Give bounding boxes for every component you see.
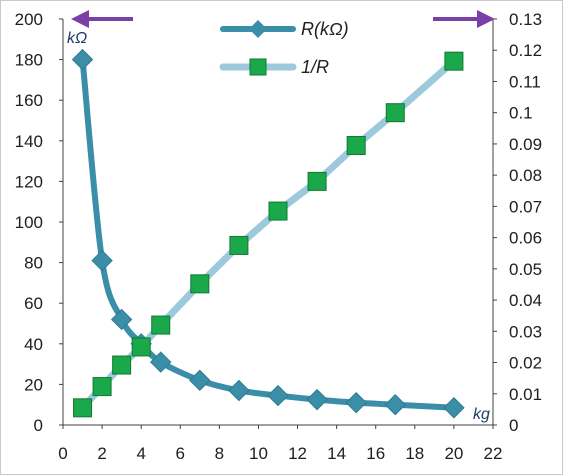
series-markers: [71, 48, 465, 419]
data-point-inverse-r: [268, 201, 288, 221]
axis-arrows: [71, 10, 495, 28]
x-axis-tick-label: 2: [97, 444, 106, 463]
right-axis-tick-label: 0.05: [509, 260, 542, 279]
right-axis-tick-label: 0.13: [509, 10, 542, 29]
left-axis-tick-label: 80: [24, 254, 43, 273]
data-point-r: [228, 379, 250, 402]
left-axis-tick-label: 40: [24, 335, 43, 354]
x-axis-unit-label: kg: [473, 406, 490, 423]
x-axis-tick-label: 16: [366, 444, 385, 463]
data-point-inverse-r: [229, 235, 249, 255]
data-point-r: [71, 48, 94, 71]
left-axis-tick-label: 180: [15, 51, 43, 70]
data-point-inverse-r: [190, 274, 210, 294]
x-axis-tick-label: 8: [215, 444, 224, 463]
left-axis-tick-label: 0: [34, 416, 43, 435]
right-axis-tick-label: 0.02: [509, 354, 542, 373]
legend-swatch-marker-r: [249, 20, 267, 38]
right-axis-tick-label: 0.03: [509, 322, 542, 341]
left-axis-tick-label: 160: [15, 91, 43, 110]
data-point-inverse-r: [92, 377, 112, 397]
data-point-inverse-r: [385, 103, 405, 123]
legend-swatch-marker-inverse-r: [249, 58, 267, 76]
legend-label-inverse-r: 1/R: [301, 57, 329, 77]
left-axis-arrow-head: [71, 10, 89, 28]
data-point-inverse-r: [112, 355, 132, 375]
right-axis-tick-label: 0.01: [509, 385, 542, 404]
data-point-inverse-r: [131, 337, 151, 357]
data-point-r: [306, 388, 328, 411]
data-point-r: [150, 351, 172, 373]
x-axis-tick-label: 12: [288, 444, 307, 463]
left-axis-unit-label: kΩ: [67, 30, 87, 47]
right-axis-arrow-head: [477, 10, 495, 28]
axes: [59, 18, 497, 429]
legend: R(kΩ) 1/R: [219, 19, 349, 77]
x-axis-tick-label: 10: [249, 444, 268, 463]
data-point-inverse-r: [73, 398, 93, 418]
x-axis-tick-label: 0: [58, 444, 67, 463]
data-point-r: [189, 369, 211, 392]
data-point-r: [267, 384, 289, 407]
left-axis-tick-label: 100: [15, 213, 43, 232]
legend-label-r: R(kΩ): [301, 19, 349, 39]
right-axis-tick-label: 0: [509, 416, 518, 435]
data-point-r: [110, 308, 133, 331]
right-axis-tick-label: 0.08: [509, 166, 542, 185]
right-axis-tick-label: 0.04: [509, 291, 542, 310]
x-axis-tick-label: 4: [136, 444, 145, 463]
data-point-inverse-r: [444, 51, 464, 71]
x-axis-tick-label: 20: [444, 444, 463, 463]
right-axis-tick-label: 0.12: [509, 41, 542, 60]
data-point-r: [443, 397, 465, 419]
right-axis-tick-label: 0.06: [509, 229, 542, 248]
right-axis-tick-label: 0.1: [509, 104, 533, 123]
data-point-inverse-r: [151, 315, 171, 335]
right-axis-tick-label: 0.11: [509, 72, 541, 91]
tick-labels: 02040608010012014016018020000.010.020.03…: [15, 10, 542, 463]
left-axis-tick-label: 120: [15, 172, 43, 191]
data-point-r: [345, 391, 367, 414]
data-point-r: [91, 249, 113, 272]
x-axis-tick-label: 22: [484, 444, 503, 463]
x-axis-tick-label: 18: [405, 444, 424, 463]
data-point-inverse-r: [307, 171, 327, 191]
data-point-inverse-r: [346, 135, 366, 155]
left-axis-tick-label: 200: [15, 10, 43, 29]
x-axis-tick-label: 14: [327, 444, 346, 463]
left-axis-tick-label: 20: [24, 375, 43, 394]
left-axis-tick-label: 60: [24, 294, 43, 313]
x-axis-tick-label: 6: [176, 444, 185, 463]
right-axis-tick-label: 0.07: [509, 197, 542, 216]
data-point-r: [384, 393, 406, 416]
right-axis-tick-label: 0.09: [509, 135, 542, 154]
left-axis-tick-label: 140: [15, 132, 43, 151]
